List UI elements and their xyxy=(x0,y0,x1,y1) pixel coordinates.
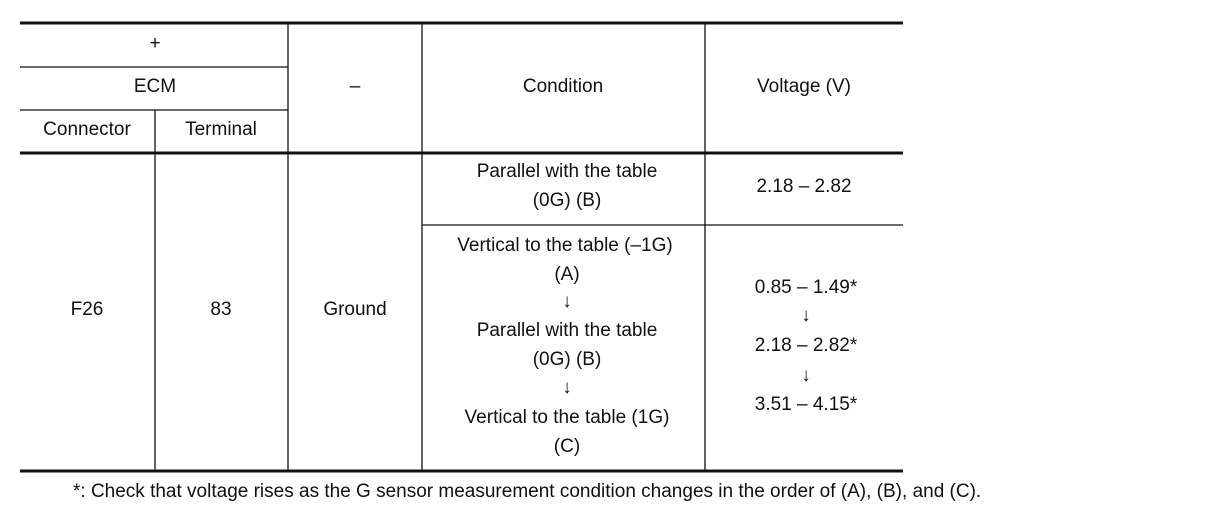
cell-line: (0G) (B) xyxy=(533,349,602,370)
header-cell: ECM xyxy=(134,76,176,97)
header-cell: Terminal xyxy=(185,119,257,140)
cell-line: (C) xyxy=(554,436,580,457)
table-header: + ECM Connector Terminal – Condition Vol… xyxy=(43,33,851,140)
table-body: F26 83 Ground Parallel with the table (0… xyxy=(71,161,858,457)
cell-line: 0.85 – 1.49* xyxy=(755,277,858,298)
header-cell: Condition xyxy=(523,76,603,97)
cell: F26 xyxy=(71,299,104,320)
cell-line: Vertical to the table (1G) xyxy=(465,407,670,428)
cell-line: (0G) (B) xyxy=(533,190,602,211)
footnote: *: Check that voltage rises as the G sen… xyxy=(73,481,981,502)
header-cell: + xyxy=(149,33,160,54)
cell-line: ↓ xyxy=(562,291,572,312)
cell-line: ↓ xyxy=(801,305,811,326)
cell-line: Parallel with the table xyxy=(477,161,658,182)
header-cell: – xyxy=(350,76,361,97)
cell-line: Parallel with the table xyxy=(477,320,658,341)
table-rules xyxy=(20,21,903,473)
cell-line: 2.18 – 2.82* xyxy=(755,335,858,356)
cell-line: ↓ xyxy=(562,377,572,398)
cell-line: Vertical to the table (–1G) xyxy=(457,235,672,256)
header-cell: Connector xyxy=(43,119,131,140)
cell-line: 3.51 – 4.15* xyxy=(755,394,858,415)
header-cell: Voltage (V) xyxy=(757,76,851,97)
cell: 83 xyxy=(210,299,231,320)
cell-line: 2.18 – 2.82 xyxy=(756,176,851,197)
cell: Ground xyxy=(323,299,386,320)
cell-line: ↓ xyxy=(801,365,811,386)
cell-line: (A) xyxy=(554,264,579,285)
